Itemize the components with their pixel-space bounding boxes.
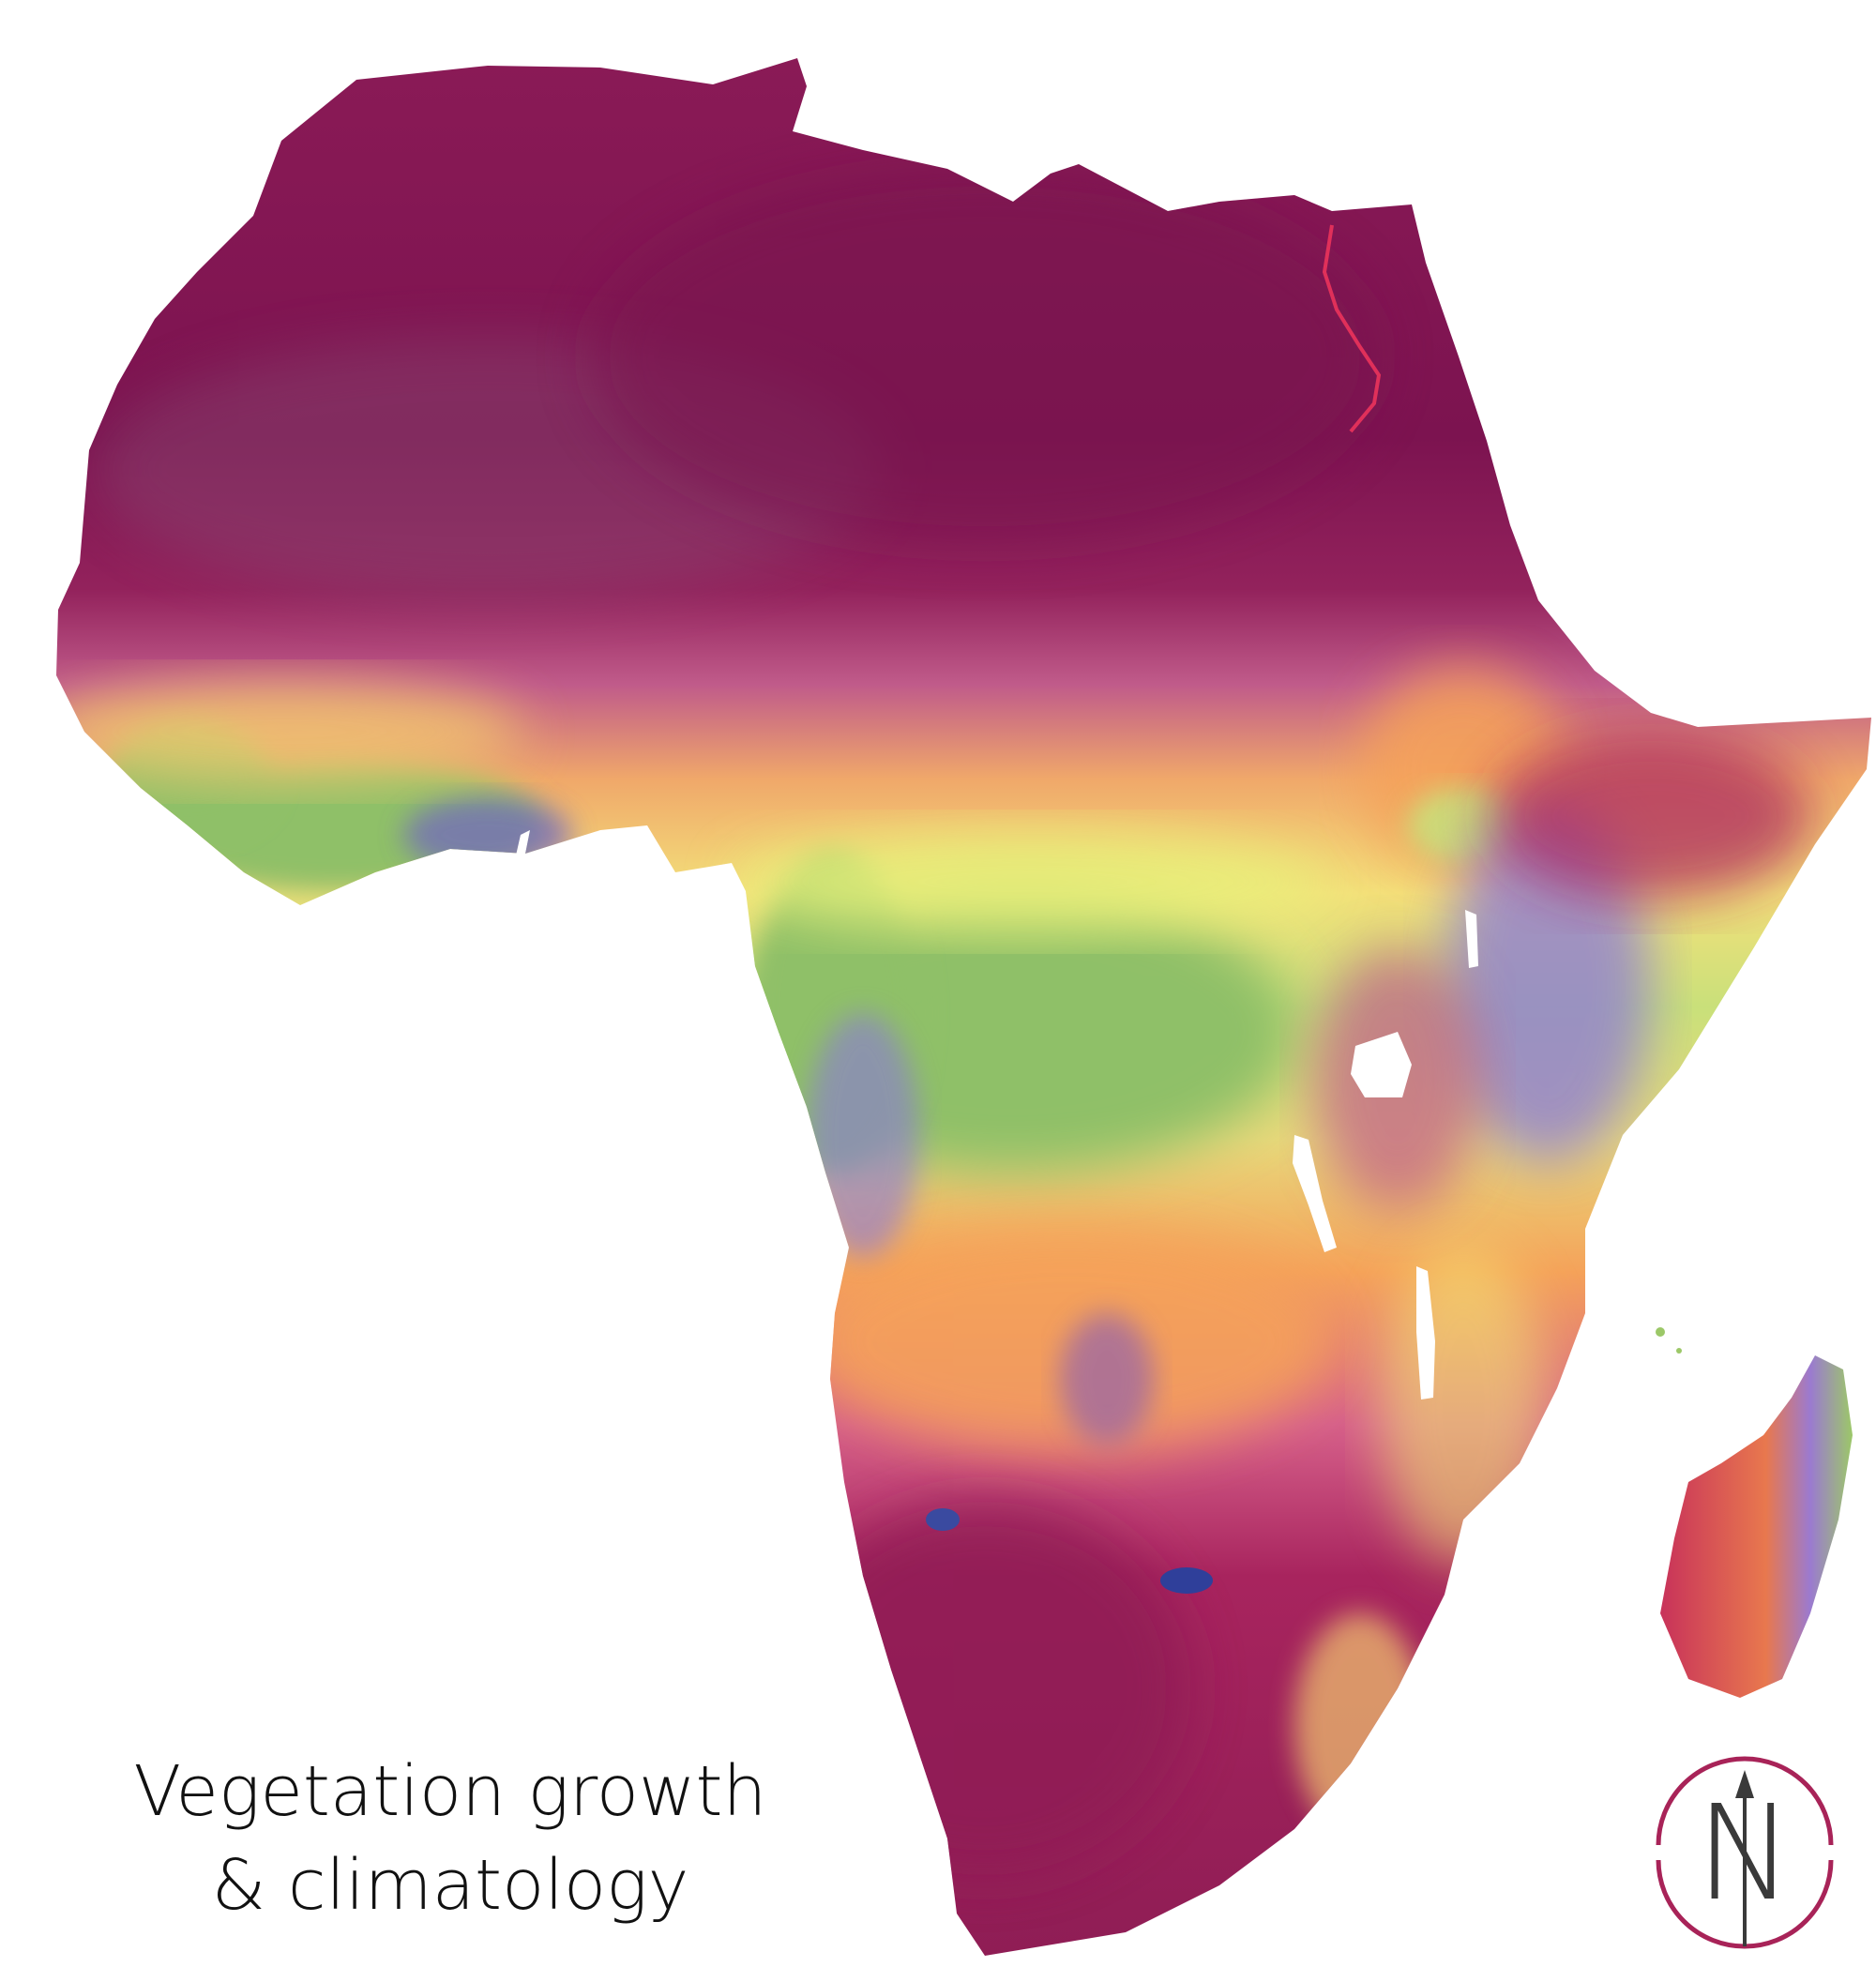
map-title-line-2: & climatology xyxy=(211,1845,689,1926)
lake-turkana xyxy=(1465,910,1478,968)
comoros-islands xyxy=(1656,1327,1665,1337)
compass-rose xyxy=(1656,1756,1834,1949)
okavango-delta xyxy=(1160,1567,1213,1594)
north-arrow-head xyxy=(1735,1770,1754,1798)
map-title: Vegetation growth & climatology xyxy=(38,1745,863,1932)
north-letter: N xyxy=(1695,1778,1794,1930)
etosha-pan xyxy=(926,1508,960,1531)
madagascar xyxy=(1660,1355,1853,1698)
compass-ring-top xyxy=(1656,1756,1834,1846)
lake-tanganyika xyxy=(1293,1135,1337,1252)
vegetation-zones xyxy=(56,169,1810,1876)
map-title-line-1: Vegetation growth xyxy=(133,1751,767,1832)
lake-malawi xyxy=(1416,1266,1435,1400)
north-indicator: N xyxy=(1656,1763,1834,1951)
nile-river xyxy=(1322,224,1382,433)
lakes xyxy=(516,830,1478,1400)
lake-victoria xyxy=(1351,1032,1412,1097)
comoros-island xyxy=(1676,1348,1682,1354)
lake-volta xyxy=(516,830,530,855)
